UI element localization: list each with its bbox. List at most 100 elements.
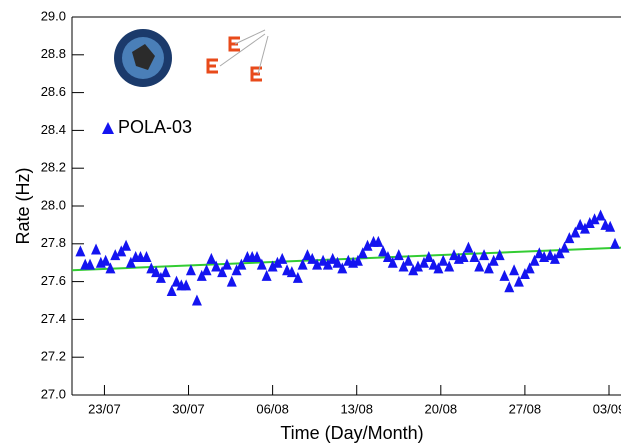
data-point (357, 247, 368, 259)
data-point (362, 239, 373, 251)
data-point (302, 249, 313, 261)
data-point (277, 252, 288, 264)
data-point (545, 249, 556, 261)
data-point (584, 217, 595, 229)
data-point (318, 254, 329, 266)
data-point (524, 262, 535, 274)
data-point (352, 254, 363, 266)
logo-shape (132, 44, 155, 70)
y-tick-label: 28.0 (41, 197, 66, 212)
data-point (297, 258, 308, 270)
data-point (312, 258, 323, 270)
data-point (272, 256, 283, 268)
data-point (509, 264, 520, 276)
y-tick-label: 29.0 (41, 8, 66, 23)
y-tick-label: 27.6 (41, 273, 66, 288)
data-point (458, 251, 469, 263)
data-point (444, 260, 455, 272)
data-point (433, 262, 444, 274)
data-point (85, 258, 96, 270)
y-tick-label: 28.2 (41, 160, 66, 175)
data-point (166, 285, 177, 297)
logo-e1 (228, 36, 240, 52)
data-point (252, 251, 263, 263)
data-point (217, 266, 228, 278)
data-point (121, 239, 132, 251)
data-point (428, 258, 439, 270)
data-point (378, 245, 389, 257)
data-point (559, 241, 570, 253)
data-point (256, 258, 267, 270)
data-point (605, 220, 616, 232)
data-point (589, 213, 600, 225)
x-axis-label: Time (Day/Month) (280, 423, 423, 443)
data-point (201, 264, 212, 276)
data-point (307, 252, 318, 264)
data-point (609, 237, 620, 249)
data-point (469, 251, 480, 263)
data-point (595, 209, 606, 221)
data-point (181, 279, 192, 291)
data-point (221, 258, 232, 270)
data-point (171, 275, 182, 287)
data-point (570, 226, 581, 238)
x-tick-label: 06/08 (256, 401, 289, 416)
data-point (438, 254, 449, 266)
data-point (261, 269, 272, 281)
x-tick-label: 23/07 (88, 401, 121, 416)
data-point (499, 269, 510, 281)
y-tick-label: 28.4 (41, 122, 66, 137)
data-point (534, 247, 545, 259)
data-point (483, 262, 494, 274)
data-point (412, 260, 423, 272)
data-point (488, 254, 499, 266)
data-point (513, 275, 524, 287)
data-point (267, 260, 278, 272)
data-point (474, 260, 485, 272)
data-point (529, 254, 540, 266)
data-point (504, 281, 515, 293)
data-point (226, 275, 237, 287)
data-point (423, 251, 434, 263)
data-point (231, 264, 242, 276)
data-point (141, 251, 152, 263)
data-point (236, 258, 247, 270)
data-point (116, 245, 127, 257)
data-point (549, 252, 560, 264)
data-point (579, 222, 590, 234)
y-tick-label: 27.8 (41, 235, 66, 250)
y-tick-label: 27.0 (41, 386, 66, 401)
logo-rays (219, 29, 269, 75)
legend-label: POLA-03 (118, 117, 192, 137)
data-point (408, 264, 419, 276)
data-point (554, 247, 565, 259)
logo-e2 (206, 58, 218, 74)
data-point (91, 243, 102, 255)
logo (114, 29, 172, 87)
data-point (211, 260, 222, 272)
data-point (151, 266, 162, 278)
data-point (564, 232, 575, 244)
data-point (463, 241, 474, 253)
y-tick-label: 28.8 (41, 46, 66, 61)
y-axis-label: Rate (Hz) (13, 167, 33, 244)
data-point (105, 262, 116, 274)
data-point (322, 258, 333, 270)
data-point (125, 256, 136, 268)
data-point (206, 252, 217, 264)
x-tick-label: 20/08 (425, 401, 458, 416)
data-point (75, 245, 86, 257)
data-point (387, 256, 398, 268)
data-point (382, 251, 393, 263)
x-tick-label: 13/08 (340, 401, 373, 416)
data-point (398, 260, 409, 272)
data-point (418, 256, 429, 268)
logo-e3 (250, 66, 262, 82)
data-point (286, 266, 297, 278)
data-point (337, 262, 348, 274)
y-tick-label: 27.2 (41, 349, 66, 364)
x-tick-label: 27/08 (509, 401, 542, 416)
legend-marker (102, 122, 114, 134)
